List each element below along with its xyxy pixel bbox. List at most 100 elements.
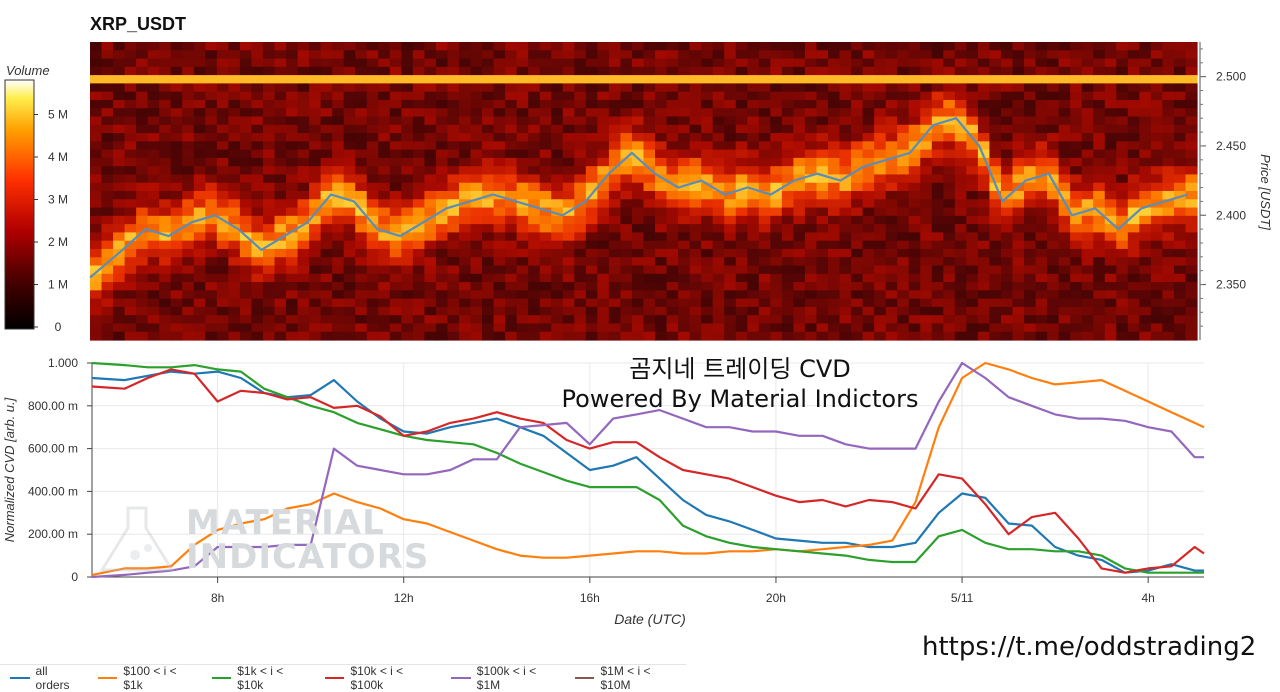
heatmap-cell (770, 248, 783, 258)
legend-item[interactable]: all orders (10, 664, 84, 692)
watermark-line2: INDICATORS (186, 537, 430, 577)
heatmap-cell (712, 323, 725, 333)
heatmap-cell (251, 133, 264, 142)
heatmap-cell (378, 282, 391, 291)
heatmap-cell (689, 306, 702, 316)
heatmap-cell (770, 282, 783, 291)
heatmap-cell (897, 323, 910, 333)
heatmap-cell (1000, 166, 1014, 176)
heatmap-cell (228, 323, 241, 333)
heatmap-cell (562, 91, 575, 101)
cvd-series (91, 361, 1205, 579)
legend-item[interactable]: $100k < i < $1M (451, 664, 561, 692)
heatmap-cell (320, 124, 333, 134)
heatmap-cell (989, 42, 1002, 51)
legend-item[interactable]: $10k < i < $100k (324, 664, 437, 692)
heatmap-cell (470, 331, 483, 341)
heatmap-cell (897, 124, 910, 134)
heatmap-cell (724, 157, 737, 167)
heatmap-cell (678, 42, 691, 51)
heatmap-cell (147, 174, 160, 184)
heatmap-cell (470, 224, 483, 233)
heatmap-cell (885, 83, 898, 93)
heatmap-cell (193, 298, 206, 308)
heatmap-cell (239, 116, 253, 126)
heatmap-cell (309, 124, 322, 134)
heatmap-cell (781, 75, 795, 84)
heatmap-cell (1162, 282, 1175, 291)
heatmap-cell (908, 116, 921, 126)
heatmap-cell (493, 108, 506, 118)
heatmap-cell (631, 66, 645, 76)
heatmap-cell (689, 91, 702, 101)
overlay-title-line1: 곰지네 트레이딩 CVD (629, 355, 851, 383)
heatmap-cell (551, 91, 564, 101)
watermark: MATERIAL INDICATORS (186, 506, 429, 574)
heatmap-cell (90, 257, 103, 267)
heatmap-cell (989, 224, 1002, 233)
heatmap-cell (747, 232, 760, 242)
heatmap-cell (989, 133, 1002, 142)
heatmap-cell (551, 116, 564, 126)
heatmap-cell (251, 75, 264, 84)
heatmap-cell (643, 298, 656, 308)
heatmap-cell (1035, 265, 1048, 275)
heatmap-cell (793, 191, 806, 200)
heatmap-cell (205, 157, 218, 167)
heatmap-cell (216, 50, 229, 60)
heatmap-cell (770, 315, 783, 325)
heatmap-cell (274, 207, 287, 217)
heatmap-cell (1173, 149, 1187, 159)
heatmap-cell (678, 290, 691, 300)
heatmap-cell (516, 108, 529, 118)
heatmap-cell (966, 248, 979, 258)
heatmap-cell (113, 207, 126, 217)
heatmap-cell (735, 323, 748, 333)
heatmap-cell (320, 331, 333, 341)
heatmap-cell (401, 191, 414, 200)
heatmap-cell (401, 149, 414, 159)
heatmap-cell (908, 199, 921, 209)
heatmap-cell (389, 273, 402, 283)
legend-item[interactable]: $100 < i < $1k (97, 664, 198, 692)
heatmap-cell (366, 298, 379, 308)
heatmap-cell (516, 306, 529, 316)
heatmap-cell (1162, 232, 1175, 242)
heatmap-cell (1024, 99, 1037, 109)
heatmap-cell (539, 298, 552, 308)
heatmap-cell (862, 83, 875, 93)
heatmap-cell (90, 265, 103, 275)
heatmap-cell (159, 116, 172, 126)
legend-item[interactable]: $1k < i < $10k (211, 664, 311, 692)
heatmap-cell (897, 50, 910, 60)
heatmap-cell (712, 315, 725, 325)
heatmap-cell (147, 99, 160, 109)
heatmap-cell (320, 50, 333, 60)
heatmap-cell (332, 282, 345, 291)
heatmap-cell (1047, 124, 1060, 134)
heatmap-cell (366, 157, 379, 167)
heatmap-cell (1035, 66, 1048, 76)
heatmap-cell (574, 157, 587, 167)
heatmap-cell (286, 199, 299, 209)
heatmap-cell (931, 141, 944, 151)
heatmap-cell (655, 240, 668, 250)
heatmap-cell (851, 141, 864, 151)
heatmap-cell (678, 116, 691, 126)
heatmap-cell (274, 83, 287, 93)
heatmap-cell (701, 42, 714, 51)
heatmap-cell (170, 331, 183, 341)
heatmap-cell (424, 166, 437, 176)
heatmap-cell (355, 182, 368, 192)
legend-item[interactable]: $1M < i < $10M (574, 664, 682, 692)
heatmap-cell (193, 182, 206, 192)
heatmap-cell (424, 42, 437, 51)
heatmap-cell (758, 232, 771, 242)
heatmap-cell (1093, 141, 1106, 151)
heatmap-cell (1173, 116, 1187, 126)
heatmap-cell (435, 315, 449, 325)
heatmap-cell (286, 265, 299, 275)
heatmap-cell (516, 298, 529, 308)
heatmap-cell (539, 83, 552, 93)
